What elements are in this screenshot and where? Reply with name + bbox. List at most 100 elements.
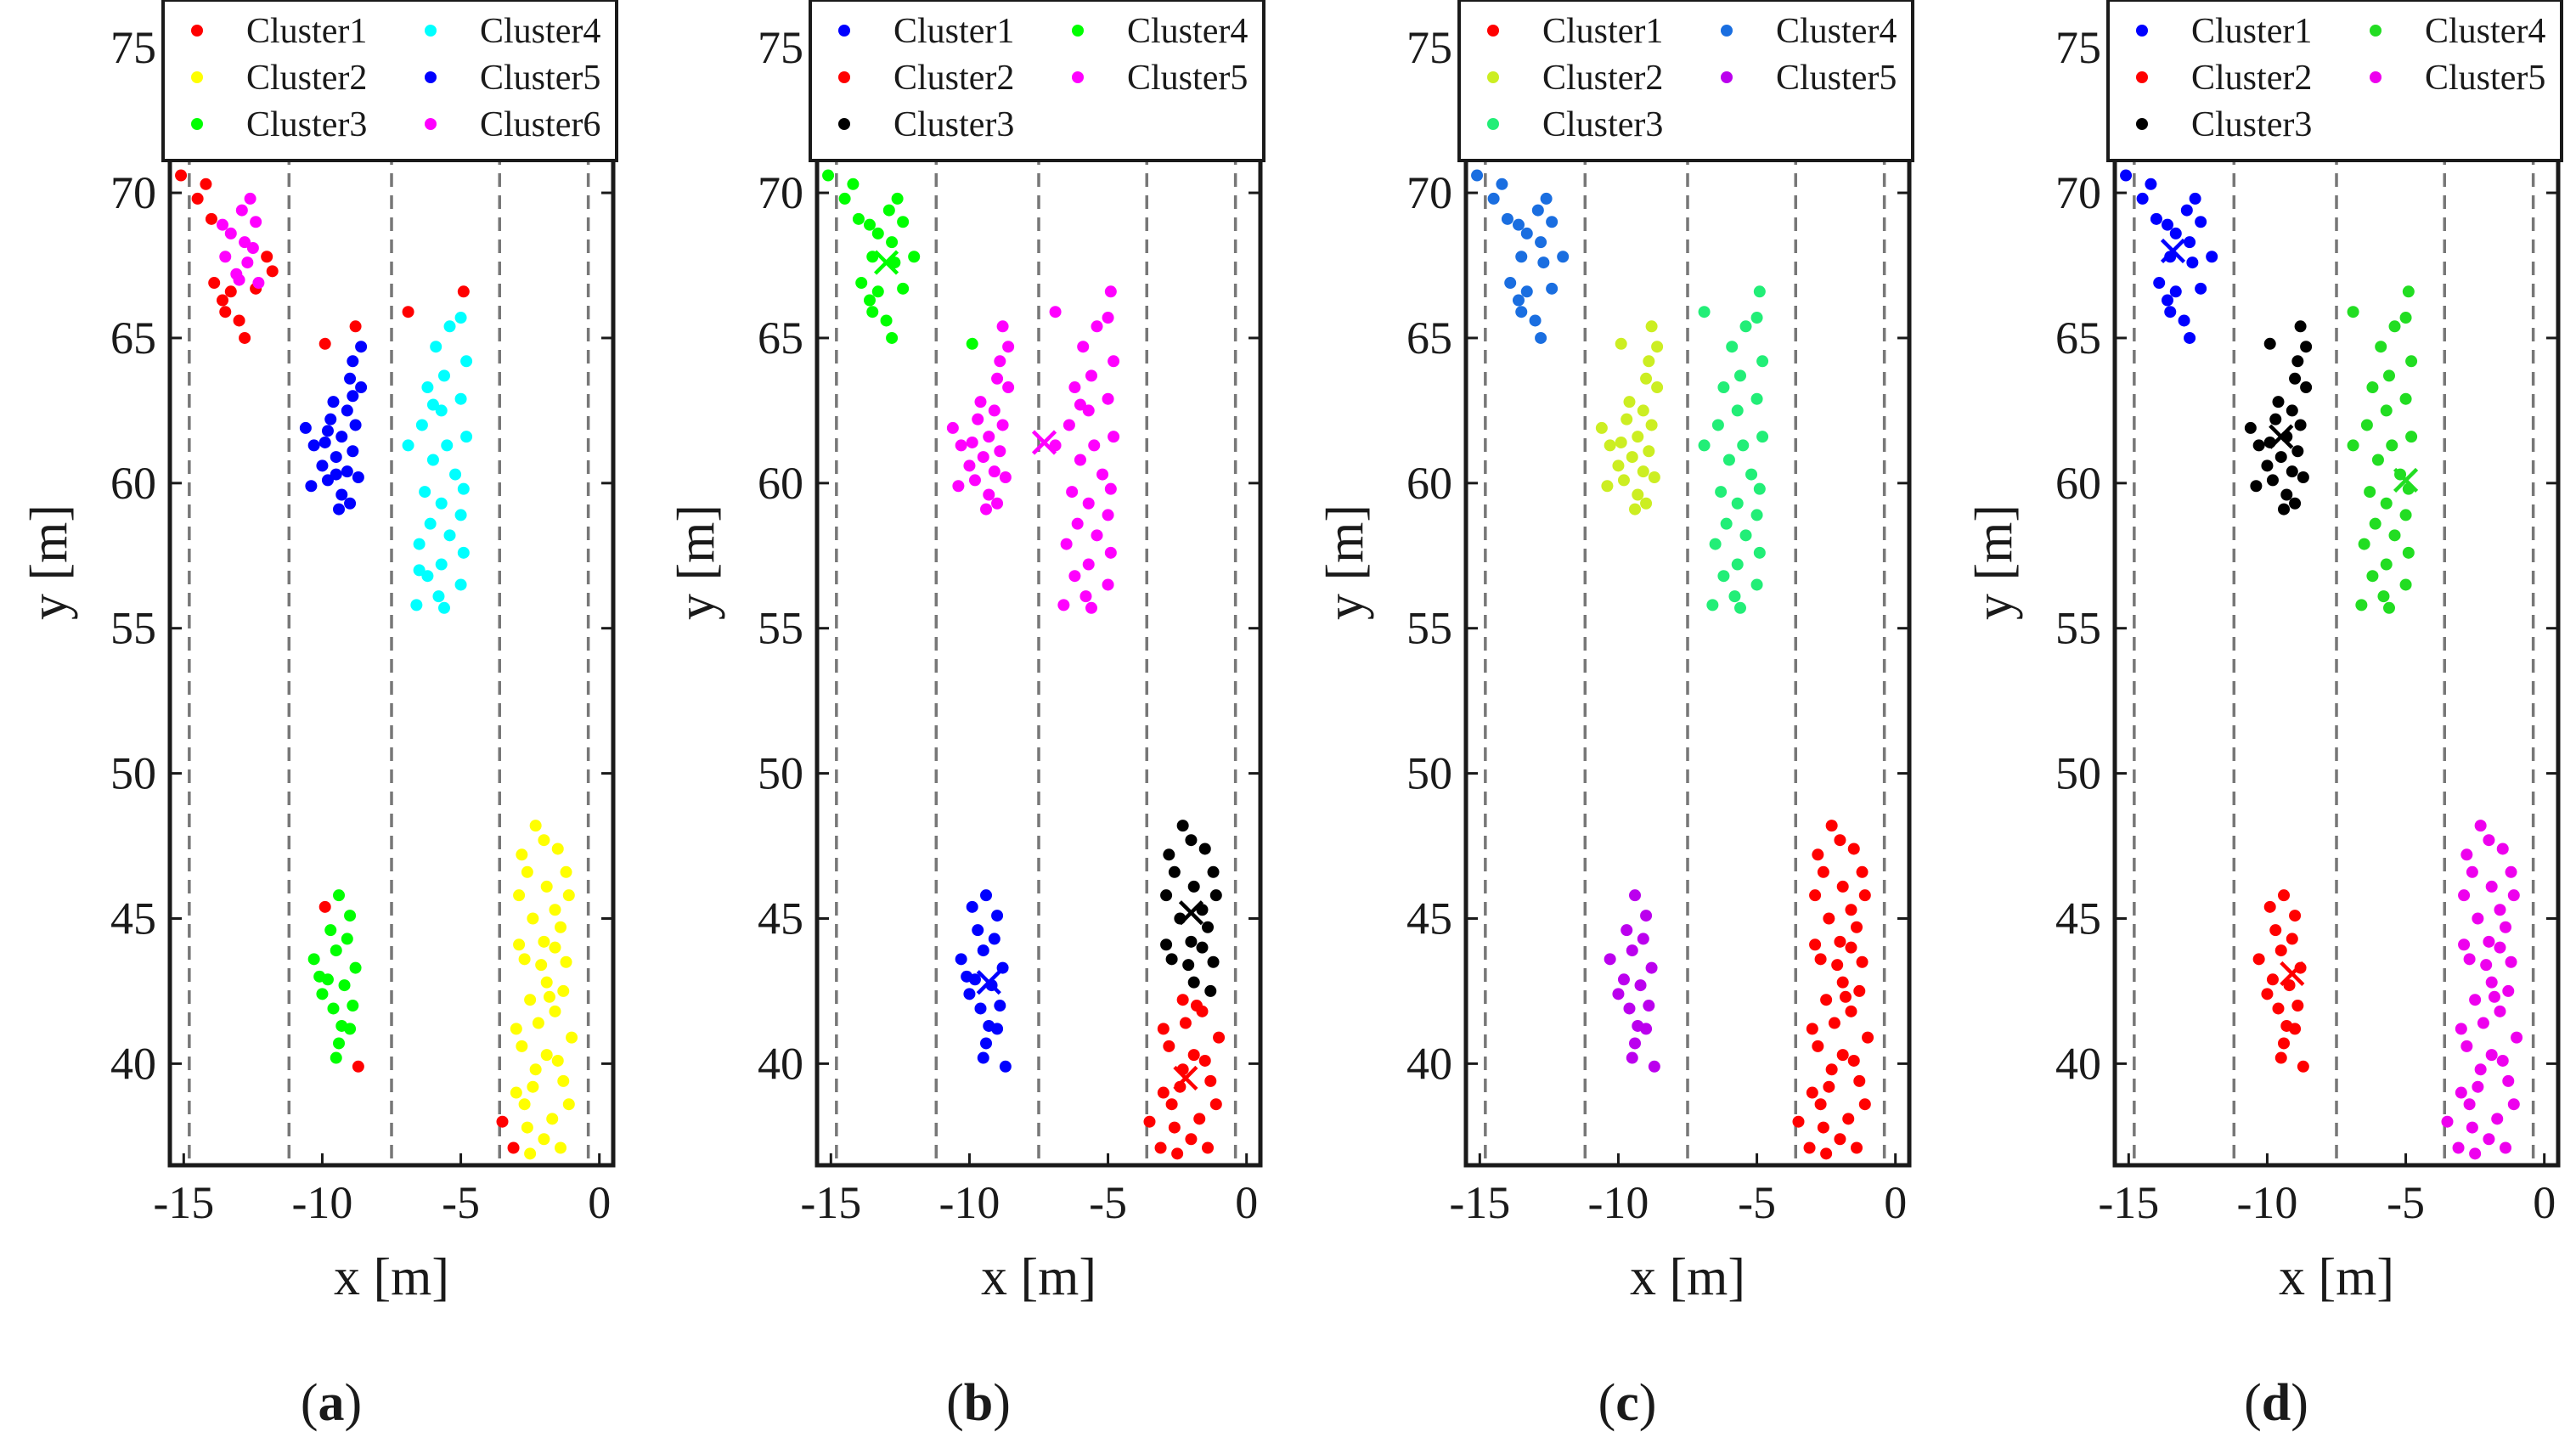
- centroid-marker: [2393, 467, 2419, 493]
- legend-item: Cluster2: [838, 59, 1014, 98]
- data-point: [355, 341, 368, 353]
- x-tick-label: -5: [1738, 1177, 1776, 1228]
- data-point: [555, 921, 567, 933]
- data-point: [2286, 933, 2298, 945]
- data-point: [2278, 889, 2291, 902]
- panel-0: -15 -10 -5 0 40 45 50 55 60 65 70 75 x [m] y [m] (a) Cl…: [20, 0, 618, 1432]
- data-point: [1601, 480, 1614, 493]
- legend-marker: [2370, 71, 2382, 83]
- data-point: [524, 994, 537, 1006]
- data-point: [355, 381, 368, 394]
- data-point: [2178, 314, 2190, 327]
- data-point: [1643, 1000, 1655, 1012]
- data-point: [421, 570, 434, 583]
- data-point: [2286, 404, 2298, 417]
- legend-marker: [838, 25, 850, 37]
- data-point: [457, 285, 470, 298]
- data-point: [2291, 355, 2304, 368]
- data-point: [1077, 341, 1090, 353]
- x-tick-label: 0: [2533, 1177, 2556, 1228]
- data-point: [1750, 578, 1763, 591]
- data-point: [1731, 404, 1744, 417]
- data-point: [1165, 1098, 1178, 1111]
- x-tick-label: -15: [1449, 1177, 1510, 1228]
- y-tick-label: 65: [2055, 313, 2101, 364]
- data-point: [2206, 251, 2218, 263]
- data-point: [1836, 976, 1849, 989]
- data-point: [1612, 459, 1625, 472]
- data-point: [549, 941, 561, 954]
- data-point: [2294, 419, 2307, 431]
- data-point: [1604, 439, 1616, 452]
- data-point: [557, 984, 570, 997]
- data-point: [454, 578, 467, 591]
- data-point: [1085, 369, 1097, 382]
- data-point: [1512, 218, 1525, 231]
- x-tick-label: 0: [1235, 1177, 1258, 1228]
- data-point: [327, 1002, 340, 1015]
- panel-label: (b): [946, 1374, 1011, 1432]
- data-point: [1847, 843, 1860, 855]
- x-tick-label: -5: [442, 1177, 480, 1228]
- legend-marker: [425, 71, 437, 83]
- data-point: [2402, 285, 2415, 298]
- legend-item: Cluster1: [1487, 12, 1663, 51]
- data-point: [335, 488, 348, 501]
- data-point: [1171, 1147, 1184, 1160]
- data-point: [349, 961, 362, 974]
- data-point: [330, 1051, 342, 1064]
- data-point: [540, 976, 553, 989]
- data-point: [980, 1037, 993, 1050]
- data-point: [977, 1051, 989, 1064]
- data-point: [1546, 216, 1559, 228]
- series-Cluster5: [946, 285, 1120, 614]
- data-point: [244, 192, 256, 205]
- panel-label-open: (: [2244, 1374, 2262, 1432]
- data-point: [510, 1086, 522, 1099]
- x-tick-label: -5: [1089, 1177, 1127, 1228]
- data-point: [2388, 529, 2401, 542]
- series-Cluster4: [2347, 285, 2419, 614]
- data-point: [1060, 538, 1073, 550]
- data-point: [321, 474, 334, 487]
- data-point: [1168, 1121, 1181, 1134]
- data-point: [205, 212, 217, 225]
- data-point: [1809, 938, 1822, 951]
- data-point: [863, 218, 876, 231]
- data-point: [2283, 979, 2296, 992]
- data-point: [2266, 474, 2279, 487]
- legend-label: Cluster4: [480, 12, 600, 51]
- data-point: [963, 459, 976, 472]
- data-point: [2455, 1086, 2467, 1099]
- x-axis-label: x [m]: [981, 1248, 1096, 1306]
- data-point: [2120, 169, 2133, 182]
- legend: Cluster1 Cluster2 Cluster3 Cluster4 Cluster5: [809, 0, 1265, 162]
- legend-label: Cluster1: [246, 12, 367, 51]
- series-Cluster4: [822, 169, 978, 350]
- legend-label: Cluster4: [2425, 12, 2545, 51]
- data-point: [266, 265, 279, 278]
- data-point: [1063, 419, 1075, 431]
- data-point: [2405, 431, 2418, 443]
- data-point: [991, 910, 1004, 922]
- data-point: [1698, 306, 1711, 318]
- data-point: [2269, 924, 2282, 937]
- data-point: [1862, 1031, 1874, 1044]
- data-point: [540, 880, 553, 893]
- data-point: [871, 285, 884, 298]
- data-point: [421, 381, 434, 394]
- data-point: [219, 306, 232, 318]
- data-point: [2469, 1147, 2482, 1160]
- data-point: [2347, 439, 2359, 452]
- data-point: [1853, 1074, 1866, 1087]
- data-point: [1604, 953, 1616, 966]
- legend-label: Cluster3: [246, 105, 367, 144]
- data-point: [1823, 912, 1835, 925]
- data-point: [2505, 865, 2517, 878]
- data-point: [2244, 421, 2257, 434]
- data-point: [2494, 904, 2506, 916]
- data-point: [224, 285, 237, 298]
- data-point: [1202, 1141, 1215, 1154]
- y-axis-label: y [m]: [1965, 504, 2023, 620]
- data-point: [2274, 944, 2287, 957]
